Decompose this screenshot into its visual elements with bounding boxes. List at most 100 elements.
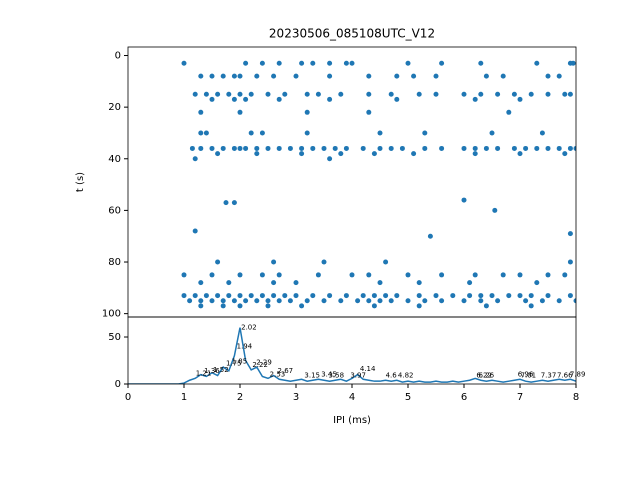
point xyxy=(276,60,282,66)
point xyxy=(528,303,534,309)
point xyxy=(271,293,277,299)
point xyxy=(377,145,383,151)
point xyxy=(411,151,417,157)
point xyxy=(209,298,215,304)
point xyxy=(293,293,299,299)
point xyxy=(394,293,400,299)
point xyxy=(478,298,484,304)
point xyxy=(181,272,187,278)
point xyxy=(399,145,405,151)
point xyxy=(321,259,327,265)
point xyxy=(472,151,478,157)
point xyxy=(327,60,333,66)
point xyxy=(209,145,215,151)
point xyxy=(433,293,439,299)
point xyxy=(500,73,506,79)
point xyxy=(198,109,204,115)
point xyxy=(181,60,187,66)
point xyxy=(416,280,422,286)
peak-label: 2.02 xyxy=(241,324,257,332)
point xyxy=(243,298,249,304)
point xyxy=(377,280,383,286)
x-tick-label: 2 xyxy=(237,392,243,403)
point xyxy=(461,91,467,97)
point xyxy=(327,293,333,299)
point xyxy=(483,73,489,79)
y-tick-label: 0 xyxy=(115,51,121,62)
point xyxy=(495,145,501,151)
point xyxy=(192,156,198,162)
point xyxy=(377,298,383,304)
point xyxy=(422,145,428,151)
peak-label: 4.14 xyxy=(360,365,376,373)
point xyxy=(545,73,551,79)
point xyxy=(304,91,310,97)
point xyxy=(545,272,551,278)
point xyxy=(321,298,327,304)
point xyxy=(220,303,226,309)
point xyxy=(567,145,573,151)
point xyxy=(383,293,389,299)
point xyxy=(472,272,478,278)
point xyxy=(226,293,232,299)
point xyxy=(198,130,204,136)
point xyxy=(500,272,506,278)
point xyxy=(198,303,204,309)
x-tick-label: 7 xyxy=(517,392,523,403)
point xyxy=(259,130,265,136)
point xyxy=(405,272,411,278)
point xyxy=(310,293,316,299)
point xyxy=(332,145,338,151)
point xyxy=(545,145,551,151)
point xyxy=(315,272,321,278)
point xyxy=(567,259,573,265)
point xyxy=(209,272,215,278)
point xyxy=(478,91,484,97)
point xyxy=(276,272,282,278)
point xyxy=(282,91,288,97)
point xyxy=(271,73,277,79)
point xyxy=(461,298,467,304)
point xyxy=(366,109,372,115)
point xyxy=(405,60,411,66)
point xyxy=(534,280,540,286)
peak-label: 1.85 xyxy=(232,357,248,365)
point xyxy=(388,91,394,97)
point xyxy=(416,303,422,309)
point xyxy=(427,233,433,239)
point xyxy=(293,73,299,79)
peak-label: 3.15 xyxy=(304,372,320,380)
point xyxy=(461,145,467,151)
point xyxy=(506,293,512,299)
peak-label: 3.45 xyxy=(321,371,337,379)
point xyxy=(327,73,333,79)
point xyxy=(231,298,237,304)
point xyxy=(545,293,551,299)
point xyxy=(237,272,243,278)
point xyxy=(259,60,265,66)
y-tick-label: 60 xyxy=(108,205,121,216)
point xyxy=(570,60,576,66)
point xyxy=(394,96,400,102)
point xyxy=(511,145,517,151)
point xyxy=(248,293,254,299)
point xyxy=(327,156,333,162)
y-tick-label: 20 xyxy=(108,102,121,113)
point xyxy=(562,91,568,97)
point xyxy=(545,91,551,97)
point xyxy=(265,298,271,304)
point xyxy=(254,151,260,157)
point xyxy=(254,145,260,151)
point xyxy=(215,91,221,97)
peak-label: 6.96 xyxy=(518,371,534,379)
point xyxy=(492,207,498,213)
point xyxy=(231,73,237,79)
point xyxy=(315,91,321,97)
point xyxy=(489,130,495,136)
x-tick-label: 4 xyxy=(349,392,355,403)
point xyxy=(321,145,327,151)
point xyxy=(534,145,540,151)
point xyxy=(483,145,489,151)
point xyxy=(483,303,489,309)
